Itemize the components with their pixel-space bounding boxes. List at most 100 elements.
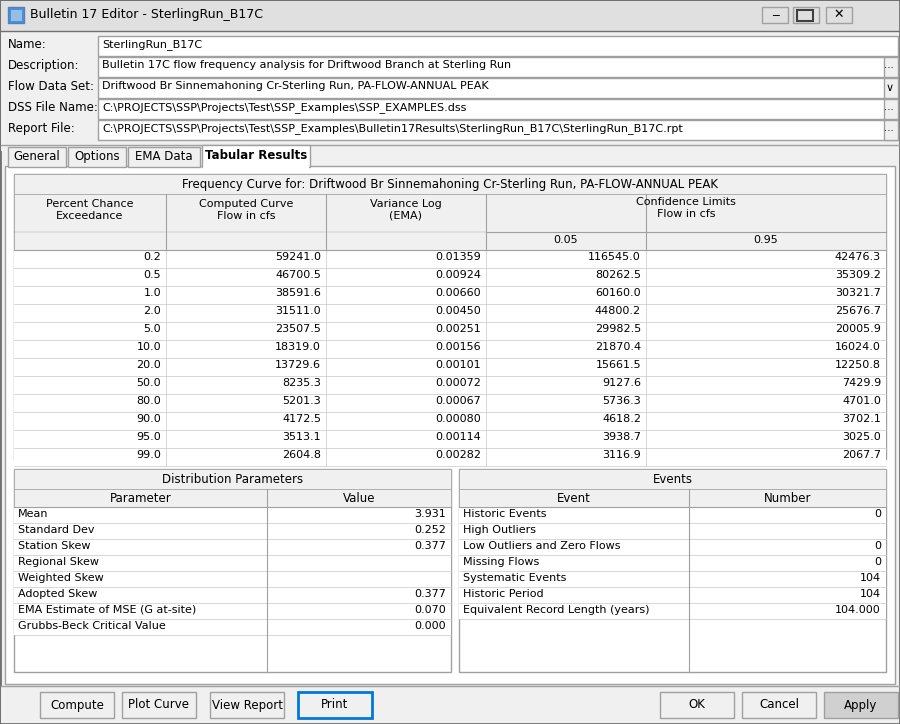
Bar <box>14 286 886 304</box>
Bar <box>98 57 898 77</box>
Text: 3025.0: 3025.0 <box>842 432 881 442</box>
Text: 31511.0: 31511.0 <box>275 306 321 316</box>
Text: 16024.0: 16024.0 <box>835 342 881 352</box>
Bar <box>14 507 451 523</box>
Bar <box>14 523 451 539</box>
Text: 5.0: 5.0 <box>143 324 161 334</box>
Bar <box>14 489 451 507</box>
Bar <box>202 145 310 167</box>
Text: ∨: ∨ <box>886 83 894 93</box>
Bar <box>10 9 22 21</box>
Text: Low Outliers and Zero Flows: Low Outliers and Zero Flows <box>463 541 620 551</box>
Text: Description:: Description: <box>8 59 79 72</box>
Text: View Report: View Report <box>212 699 283 712</box>
Text: 0.00924: 0.00924 <box>435 270 481 280</box>
Bar <box>797 10 813 21</box>
Text: 0.5: 0.5 <box>143 270 161 280</box>
Bar <box>14 430 886 448</box>
Text: 3.931: 3.931 <box>414 509 446 519</box>
Text: 0.00114: 0.00114 <box>436 432 481 442</box>
Text: 4172.5: 4172.5 <box>282 414 321 424</box>
Bar <box>98 120 898 140</box>
Text: Mean: Mean <box>18 509 49 519</box>
Text: 12250.8: 12250.8 <box>835 360 881 370</box>
Text: 46700.5: 46700.5 <box>275 270 321 280</box>
Text: 50.0: 50.0 <box>137 378 161 388</box>
Text: 0.00251: 0.00251 <box>436 324 481 334</box>
Bar <box>122 692 196 718</box>
Text: General: General <box>14 150 60 163</box>
Bar <box>8 7 24 23</box>
Bar <box>98 99 898 119</box>
Text: 1.0: 1.0 <box>143 288 161 298</box>
Bar <box>459 507 886 523</box>
Text: 0.00072: 0.00072 <box>435 378 481 388</box>
Bar <box>459 571 886 587</box>
Text: Weighted Skew: Weighted Skew <box>18 573 104 583</box>
Bar <box>98 36 898 56</box>
Text: Plot Curve: Plot Curve <box>129 699 190 712</box>
Text: 8235.3: 8235.3 <box>282 378 321 388</box>
Text: Value: Value <box>343 492 375 505</box>
Text: 0.01359: 0.01359 <box>436 252 481 262</box>
Text: 42476.3: 42476.3 <box>835 252 881 262</box>
Text: 18319.0: 18319.0 <box>275 342 321 352</box>
Text: …: … <box>884 102 894 112</box>
Text: 20.0: 20.0 <box>136 360 161 370</box>
Text: C:\PROJECTS\SSP\Projects\Test\SSP_Examples\Bulletin17Results\SterlingRun_B17C\St: C:\PROJECTS\SSP\Projects\Test\SSP_Exampl… <box>102 123 683 134</box>
Text: 5201.3: 5201.3 <box>283 396 321 406</box>
Text: 20005.9: 20005.9 <box>835 324 881 334</box>
Bar <box>14 448 886 466</box>
Bar <box>14 250 886 268</box>
Text: 4618.2: 4618.2 <box>602 414 641 424</box>
Text: Flow Data Set:: Flow Data Set: <box>8 80 94 93</box>
Text: Report File:: Report File: <box>8 122 75 135</box>
Text: 3938.7: 3938.7 <box>602 432 641 442</box>
Text: 60160.0: 60160.0 <box>596 288 641 298</box>
Text: 0.377: 0.377 <box>414 541 446 551</box>
Text: Historic Period: Historic Period <box>463 589 544 599</box>
Text: 0.377: 0.377 <box>414 589 446 599</box>
Text: 80.0: 80.0 <box>136 396 161 406</box>
Text: 80262.5: 80262.5 <box>595 270 641 280</box>
Bar <box>824 692 898 718</box>
Bar <box>459 539 886 555</box>
Text: …: … <box>884 60 894 70</box>
Text: Bulletin 17 Editor - SterlingRun_B17C: Bulletin 17 Editor - SterlingRun_B17C <box>30 8 263 21</box>
Text: Percent Chance
Exceedance: Percent Chance Exceedance <box>46 199 134 221</box>
Bar <box>210 692 284 718</box>
Text: Computed Curve
Flow in cfs: Computed Curve Flow in cfs <box>199 199 293 221</box>
Bar <box>884 78 898 98</box>
Text: Print: Print <box>321 699 348 712</box>
Bar <box>459 469 886 672</box>
Bar <box>826 7 852 23</box>
Bar <box>298 692 372 718</box>
Text: 95.0: 95.0 <box>136 432 161 442</box>
Bar <box>14 469 451 489</box>
Text: EMA Data: EMA Data <box>135 150 193 163</box>
Text: Driftwood Br Sinnemahoning Cr-Sterling Run, PA-FLOW-ANNUAL PEAK: Driftwood Br Sinnemahoning Cr-Sterling R… <box>102 81 489 91</box>
Text: 0: 0 <box>874 541 881 551</box>
Text: …: … <box>884 123 894 133</box>
Text: Historic Events: Historic Events <box>463 509 546 519</box>
Bar <box>14 174 886 459</box>
Bar <box>459 555 886 571</box>
Text: Number: Number <box>764 492 811 505</box>
Text: 0: 0 <box>874 509 881 519</box>
Bar <box>14 340 886 358</box>
Bar <box>1 1 899 31</box>
Text: Event: Event <box>557 492 591 505</box>
Text: 0.00156: 0.00156 <box>436 342 481 352</box>
Text: 0.05: 0.05 <box>554 235 579 245</box>
Text: Options: Options <box>74 150 120 163</box>
Bar <box>14 555 451 571</box>
Text: ✕: ✕ <box>833 8 844 21</box>
Text: 35309.2: 35309.2 <box>835 270 881 280</box>
Text: 0.000: 0.000 <box>414 621 446 631</box>
Text: EMA Estimate of MSE (G at-site): EMA Estimate of MSE (G at-site) <box>18 605 196 615</box>
Text: Compute: Compute <box>50 699 104 712</box>
Text: 0.00450: 0.00450 <box>436 306 481 316</box>
Bar <box>884 57 898 77</box>
Text: Apply: Apply <box>844 699 878 712</box>
Text: ─: ─ <box>771 10 778 20</box>
